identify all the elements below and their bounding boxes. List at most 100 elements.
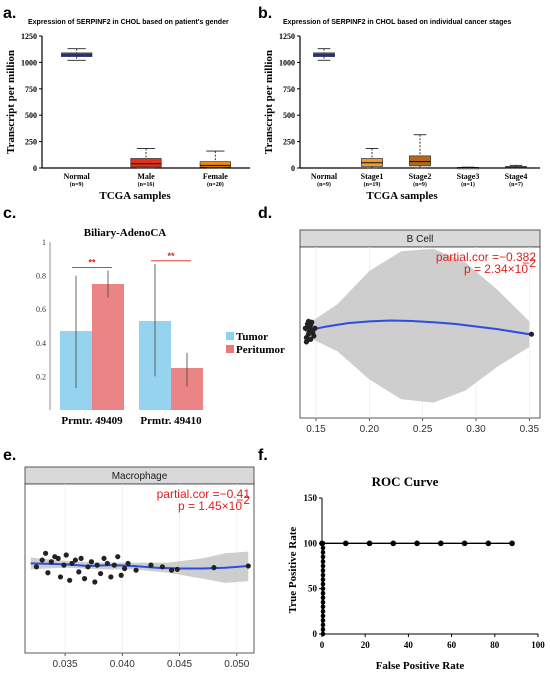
roc-point (485, 540, 492, 547)
roc-point (342, 540, 349, 547)
box-female (199, 161, 231, 168)
legend-swatch-tumor (226, 332, 234, 340)
data-point (97, 570, 104, 577)
roc-point (366, 540, 373, 547)
y-tick-label: 750 (25, 85, 37, 94)
p-value-exponent: −2 (236, 493, 250, 507)
data-point (311, 333, 317, 339)
p-value-label: p = 1.45×10 (178, 499, 242, 513)
x-category-label: Stage2 (409, 172, 432, 181)
x-category-count: (n=9) (317, 181, 331, 188)
x-tick-label: 100 (531, 640, 545, 650)
x-category-label: Stage1 (361, 172, 384, 181)
legend-swatch-peritumor (226, 345, 234, 353)
x-category-label: Normal (64, 172, 91, 181)
roc-point (461, 540, 468, 547)
x-category-label: Prmtr. 49409 (61, 415, 123, 427)
chart-f-xlabel: False Positive Rate (376, 660, 465, 672)
box-stage2 (409, 155, 431, 167)
data-point (33, 564, 40, 570)
roc-point (320, 550, 326, 555)
y-tick-label: 0.2 (36, 372, 46, 381)
x-tick-label: 80 (490, 640, 500, 650)
y-tick-label: 1000 (21, 58, 37, 67)
y-tick-label: 1250 (279, 32, 295, 41)
x-category-label: Male (137, 172, 155, 181)
data-point (101, 555, 107, 561)
p-value-label: p = 2.34×10 (464, 262, 528, 276)
data-point (69, 560, 75, 567)
data-point (104, 560, 111, 567)
x-tick-label: 20 (361, 640, 371, 650)
data-point (122, 565, 128, 572)
x-category-count: (n=20) (207, 181, 224, 188)
roc-point (320, 590, 326, 596)
roc-point (320, 613, 326, 619)
x-tick-label: 0.040 (110, 659, 135, 670)
y-tick-label: 1000 (279, 58, 295, 67)
x-tick-label: 0.035 (53, 659, 78, 670)
roc-point (320, 577, 326, 582)
x-tick-label: 0.35 (520, 424, 540, 435)
data-point (61, 562, 67, 568)
panel-label-f: f. (258, 447, 268, 464)
roc-point (320, 554, 326, 560)
data-point (302, 325, 308, 331)
roc-point (320, 631, 326, 637)
roc-point (320, 609, 326, 614)
y-tick-label: 1250 (21, 32, 37, 41)
roc-point (320, 627, 326, 632)
x-tick-label: 0.20 (360, 424, 380, 435)
x-tick-label: 0.25 (413, 424, 433, 435)
chart-a-xlabel: TCGA samples (99, 190, 171, 202)
panel-label-e: e. (3, 447, 16, 464)
data-point (111, 562, 117, 568)
data-point (528, 331, 535, 337)
x-category-label: Stage4 (505, 172, 528, 181)
chart-a-title: Expression of SERPINF2 in CHOL based on … (28, 19, 229, 26)
roc-point (320, 618, 326, 623)
data-point (85, 564, 91, 570)
y-tick-label: 0.8 (36, 272, 46, 281)
roc-point (320, 599, 326, 605)
data-point (43, 550, 49, 556)
y-tick-label: 0 (33, 164, 37, 173)
chart-b-stage-boxplot: Expression of SERPINF2 in CHOL based on … (263, 19, 540, 202)
roc-point (319, 540, 325, 547)
legend-label-peritumor: Peritumor (236, 344, 285, 356)
data-point (76, 569, 82, 575)
panel-label-b: b. (258, 5, 272, 22)
data-point (81, 576, 88, 582)
chart-a-ylabel: Transcript per million (5, 50, 17, 154)
roc-point (320, 581, 326, 587)
correlation-label: partial.cor =−0.382 (436, 250, 536, 264)
data-point (168, 567, 175, 573)
data-point (174, 566, 180, 572)
data-point (67, 577, 73, 583)
data-point (92, 579, 98, 585)
x-tick-label: 0.15 (306, 424, 326, 435)
chart-b-title: Expression of SERPINF2 in CHOL based on … (283, 19, 511, 26)
x-category-count: (n=9) (413, 181, 427, 188)
data-point (72, 557, 78, 563)
y-tick-label: 0.4 (36, 339, 46, 348)
data-point (94, 562, 100, 568)
chart-f-ylabel: True Positive Rate (287, 527, 299, 614)
roc-point (320, 559, 326, 564)
data-point (118, 572, 124, 578)
data-point (45, 570, 51, 576)
x-category-count: (n=19) (364, 181, 381, 188)
y-tick-label: 500 (283, 111, 295, 120)
data-point (304, 337, 311, 343)
x-tick-label: 0 (320, 640, 325, 650)
data-point (148, 562, 154, 568)
y-tick-label: 250 (25, 138, 37, 147)
legend-label-tumor: Tumor (236, 331, 268, 343)
roc-point (390, 540, 397, 547)
data-point (63, 552, 69, 558)
panel-label-d: d. (258, 205, 272, 222)
facet-strip-label: B Cell (407, 234, 434, 245)
y-tick-label: 1 (42, 238, 46, 247)
chart-c-methylation-bars: Biliary-AdenoCA 0.2 0.4 0.6 0.8 1 ** Prmtr. 49… (36, 227, 285, 427)
